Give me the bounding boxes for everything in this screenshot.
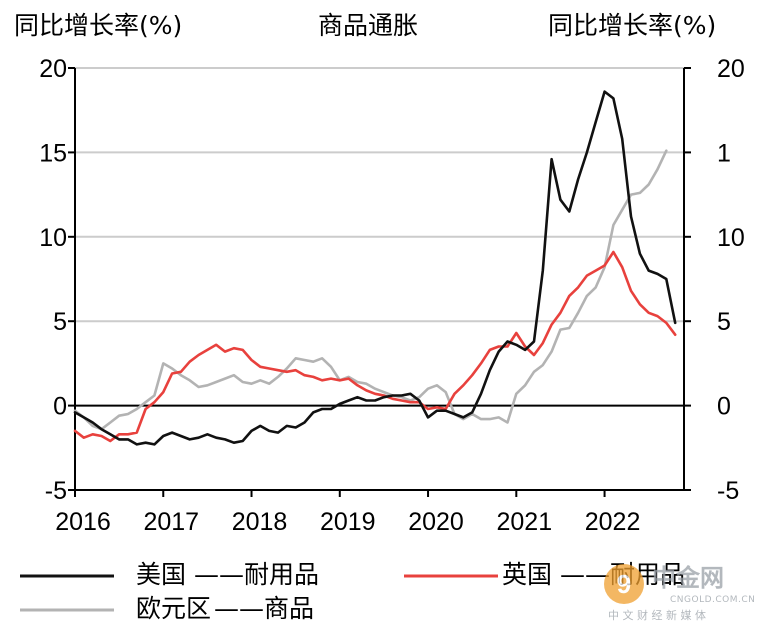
legend-us: 美国 ——耐用品: [18, 562, 398, 590]
legend-label-ez: 欧元区: [136, 594, 212, 623]
legend-label-us: 美国: [136, 560, 187, 589]
x-tick-label: 2016: [55, 508, 111, 536]
left-axis-title: 同比增长率(%): [14, 11, 183, 40]
y-tick-label-left: 10: [39, 224, 67, 252]
y-tick-label-left: 0: [53, 393, 67, 421]
watermark-tagline: 中 文 财 经 新 媒 体: [608, 609, 706, 622]
y-tick-label-right: 10: [717, 224, 745, 252]
y-tick-label-left: 15: [39, 139, 67, 167]
watermark-logo-icon: 9: [604, 564, 644, 604]
watermark-name: 中金网: [652, 564, 724, 592]
legend-suffix-ez: ——商品: [214, 594, 315, 623]
legend-ez: 欧元区 ——商品: [18, 596, 418, 624]
x-tick-label: 2019: [320, 508, 376, 536]
series-line-ez: [73, 149, 668, 431]
right-axis-title: 同比增长率(%): [548, 11, 717, 40]
y-tick-label-right: 20: [717, 55, 745, 83]
watermark: 9 中金网 CNGOLD.COM.CN 中 文 财 经 新 媒 体: [600, 560, 760, 630]
watermark-url: CNGOLD.COM.CN: [670, 595, 756, 605]
y-tick-label-left: 5: [53, 308, 67, 336]
y-tick-label-right: 1: [717, 139, 731, 167]
chart-title: 商品通胀: [318, 11, 419, 40]
y-tick-label-left: 20: [39, 55, 67, 83]
y-tick-label-right: 5: [717, 308, 731, 336]
legend-label-uk: 英国: [502, 560, 553, 589]
x-tick-label: 2021: [496, 508, 552, 536]
legend-swatch-uk: [404, 574, 498, 578]
gridlines: [75, 67, 684, 323]
axes: [68, 67, 691, 497]
legend-swatch-us: [20, 574, 114, 578]
y-tick-label-right: 0: [717, 393, 731, 421]
x-tick-label: 2020: [408, 508, 464, 536]
x-tick-label: 2017: [143, 508, 199, 536]
legend-swatch-ez: [20, 608, 114, 612]
x-tick-label: 2022: [585, 508, 641, 536]
series-line-us: [73, 90, 677, 446]
y-tick-label-right: -5: [717, 477, 739, 505]
series: [73, 90, 677, 446]
legend-suffix-us: ——耐用品: [194, 560, 320, 589]
x-tick-label: 2018: [232, 508, 288, 536]
series-line-uk: [73, 250, 677, 443]
y-tick-label-left: -5: [45, 477, 67, 505]
